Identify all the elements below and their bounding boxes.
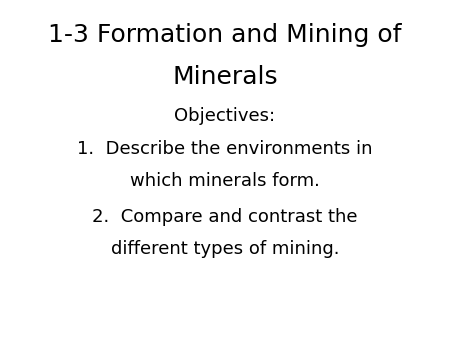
Text: Minerals: Minerals [172, 65, 278, 89]
Text: 1-3 Formation and Mining of: 1-3 Formation and Mining of [48, 23, 402, 47]
Text: different types of mining.: different types of mining. [111, 240, 339, 258]
Text: which minerals form.: which minerals form. [130, 172, 320, 190]
Text: 1.  Describe the environments in: 1. Describe the environments in [77, 140, 373, 158]
Text: 2.  Compare and contrast the: 2. Compare and contrast the [92, 208, 358, 226]
Text: Objectives:: Objectives: [175, 107, 275, 125]
